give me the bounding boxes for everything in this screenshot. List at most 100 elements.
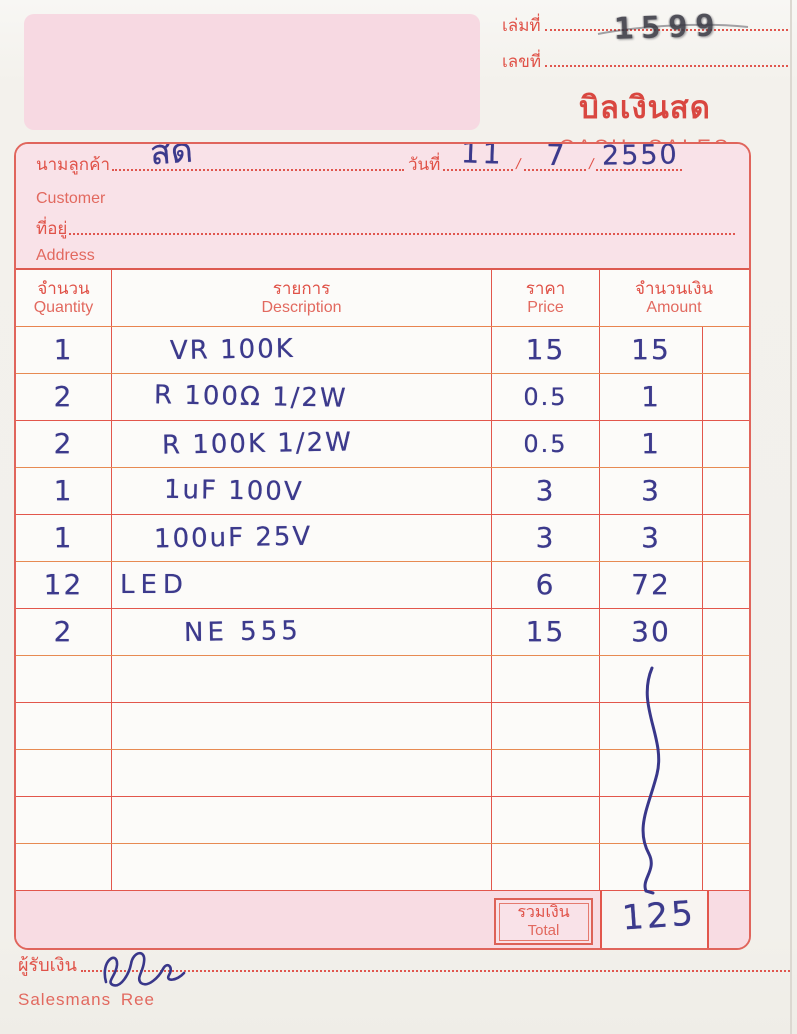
satang-cell xyxy=(703,609,748,655)
description-cell xyxy=(112,844,492,890)
customer-name-label-english: Customer xyxy=(36,190,106,207)
quantity-value: 12 xyxy=(43,568,84,601)
description-value: R 100Ω 1/2W xyxy=(153,380,348,414)
price-value: 3 xyxy=(535,521,556,554)
price-cell xyxy=(492,797,600,843)
quantity-cell: 1 xyxy=(16,327,112,373)
amount-cell xyxy=(600,750,703,796)
price-cell xyxy=(492,844,600,890)
customer-section: นามลูกค้า สด วันที่ 11 / 7 / 2550 xyxy=(16,144,749,270)
amount-value: 3 xyxy=(641,521,661,554)
salesman-caption: Salesmans Ree xyxy=(18,990,156,1009)
description-cell xyxy=(112,703,492,749)
book-number-dotted-line xyxy=(544,29,788,31)
quantity-cell: 2 xyxy=(16,421,112,467)
amount-cell: 3 xyxy=(600,468,703,514)
table-row: 2 NE 555 15 30 xyxy=(16,609,749,656)
receiver-signature-field xyxy=(80,970,790,972)
date-year-handwritten: 2550 xyxy=(601,142,679,172)
quantity-header-thai: จำนวน xyxy=(37,279,90,298)
price-header-thai: ราคา xyxy=(525,279,566,298)
table-row: 2 R 100K 1/2W 0.5 1 xyxy=(16,421,749,468)
quantity-value: 2 xyxy=(53,380,74,413)
price-cell: 3 xyxy=(492,515,600,561)
receiver-line: ผู้รับเงิน xyxy=(18,956,790,976)
description-cell: 100uF 25V xyxy=(112,515,492,561)
date-day-field: 11 xyxy=(443,144,514,171)
price-value: 15 xyxy=(525,333,566,366)
description-header-thai: รายการ xyxy=(272,279,331,298)
amount-cell: 72 xyxy=(600,562,703,608)
column-header-amount: จำนวนเงิน Amount xyxy=(600,270,748,326)
price-value: 0.5 xyxy=(523,430,568,458)
book-number-line: เล่มที่ xyxy=(502,6,788,36)
amount-header-english: Amount xyxy=(646,299,702,316)
table-row: 1 1uF 100V 3 3 xyxy=(16,468,749,515)
description-cell xyxy=(112,797,492,843)
price-value: 6 xyxy=(535,568,556,601)
grid-line xyxy=(707,891,709,948)
price-header-english: Price xyxy=(527,299,564,316)
total-value-handwritten: 125 xyxy=(620,893,698,939)
description-value: LED xyxy=(120,570,189,600)
price-cell xyxy=(492,656,600,702)
amount-value: 1 xyxy=(641,380,661,413)
address-line: ที่อยู่ xyxy=(36,220,737,239)
amount-value: 3 xyxy=(641,474,661,507)
table-row-empty xyxy=(16,703,749,750)
total-amount-area xyxy=(600,891,707,948)
table-row-empty xyxy=(16,656,749,703)
table-row-empty xyxy=(16,844,749,891)
satang-cell xyxy=(703,750,748,796)
description-cell: LED xyxy=(112,562,492,608)
table-header: จำนวน Quantity รายการ Description ราคา P… xyxy=(16,270,749,327)
amount-cell: 15 xyxy=(600,327,703,373)
address-label-thai: ที่อยู่ xyxy=(36,219,68,238)
price-cell: 3 xyxy=(492,468,600,514)
table-row: 1 VR 100K 15 15 xyxy=(16,327,749,374)
quantity-cell: 2 xyxy=(16,609,112,655)
amount-cell xyxy=(600,797,703,843)
price-value: 3 xyxy=(535,474,556,507)
bill-form: นามลูกค้า สด วันที่ 11 / 7 / 2550 xyxy=(14,142,751,950)
description-cell: NE 555 xyxy=(112,609,492,655)
total-label-thai: รวมเงิน xyxy=(517,903,570,921)
amount-value: 72 xyxy=(631,568,671,601)
table-row: 12 LED 6 72 xyxy=(16,562,749,609)
column-header-description: รายการ Description xyxy=(112,270,492,326)
description-value: 100uF 25V xyxy=(153,521,313,555)
paper-edge xyxy=(790,0,792,1034)
date-month-handwritten: 7 xyxy=(545,142,565,173)
customer-name-field: สด xyxy=(112,144,405,173)
store-info-blank-box xyxy=(24,14,480,130)
date-separator: / xyxy=(586,156,595,173)
satang-cell xyxy=(703,515,748,561)
description-cell: R 100K 1/2W xyxy=(112,421,492,467)
grid-line xyxy=(600,891,602,948)
satang-cell xyxy=(703,327,748,373)
description-value: NE 555 xyxy=(183,615,303,649)
customer-name-label-thai: นามลูกค้า xyxy=(36,155,111,174)
table-row: 2 R 100Ω 1/2W 0.5 1 xyxy=(16,374,749,421)
price-cell: 0.5 xyxy=(492,374,600,420)
table-row: 1 100uF 25V 3 3 xyxy=(16,515,749,562)
satang-cell xyxy=(703,468,748,514)
quantity-cell: 12 xyxy=(16,562,112,608)
receiver-label-thai: ผู้รับเงิน xyxy=(18,955,77,975)
amount-cell: 1 xyxy=(600,374,703,420)
description-value: R 100K 1/2W xyxy=(161,427,354,461)
price-value: 0.5 xyxy=(523,383,568,411)
description-cell xyxy=(112,750,492,796)
amount-cell xyxy=(600,844,703,890)
quantity-value: 2 xyxy=(53,427,74,460)
description-value: 1uF 100V xyxy=(163,474,304,508)
customer-name-handwritten: สด xyxy=(148,142,195,174)
price-value: 15 xyxy=(525,615,566,648)
receipt-header: เล่มที่ เลขที่ 1599 บิลเงินสด CASH SALES xyxy=(502,6,788,160)
doc-number-label: เลขที่ xyxy=(502,52,542,71)
description-header-english: Description xyxy=(261,299,342,316)
price-cell: 15 xyxy=(492,327,600,373)
satang-cell xyxy=(703,374,748,420)
date-year-field: 2550 xyxy=(595,144,682,172)
